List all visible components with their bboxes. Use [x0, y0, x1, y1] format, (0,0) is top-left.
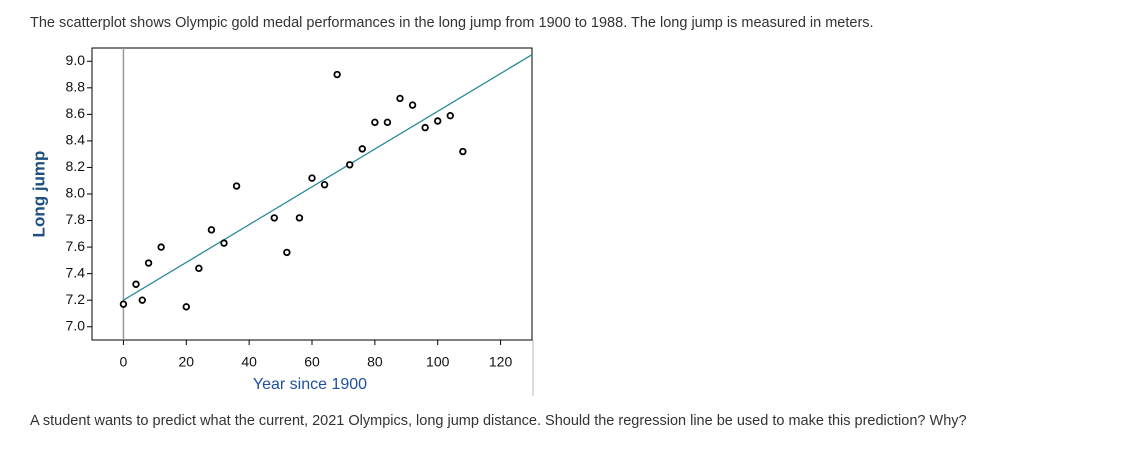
x-axis-label: Year since 1900	[253, 376, 367, 393]
x-tick-label: 120	[489, 354, 513, 370]
data-point	[157, 243, 165, 251]
y-tick-label: 9.0	[66, 52, 86, 68]
data-point	[320, 181, 329, 189]
y-tick-label: 8.2	[66, 158, 86, 174]
y-tick-label: 7.8	[66, 211, 86, 227]
data-point	[371, 118, 379, 127]
y-tick-label: 7.6	[66, 238, 86, 254]
data-point	[144, 259, 153, 267]
y-tick-label: 7.4	[66, 264, 86, 280]
y-tick-label: 8.6	[66, 105, 86, 121]
data-point	[232, 182, 241, 190]
data-point	[283, 248, 291, 257]
data-point	[308, 174, 316, 182]
data-point	[459, 147, 467, 156]
data-point	[396, 94, 404, 103]
data-point	[295, 214, 304, 222]
x-tick-label: 100	[426, 354, 450, 370]
data-point	[408, 101, 417, 109]
data-point	[421, 123, 429, 132]
y-tick-label: 8.4	[66, 132, 86, 148]
data-point	[220, 239, 228, 247]
y-tick-label: 8.8	[66, 79, 86, 95]
plot-frame	[91, 47, 533, 341]
data-point	[446, 111, 454, 120]
data-point	[270, 214, 278, 222]
data-point	[119, 300, 128, 308]
y-axis-label: Long jump	[29, 151, 48, 238]
x-tick-label: 40	[241, 354, 257, 370]
question-text: A student wants to predict what the curr…	[30, 413, 967, 429]
x-tick-label: 80	[367, 354, 383, 370]
data-point	[132, 280, 140, 288]
data-point	[195, 264, 203, 273]
data-point	[346, 161, 354, 169]
x-tick-label: 60	[304, 354, 320, 370]
data-point	[434, 117, 442, 125]
data-point	[207, 226, 216, 234]
regression-line	[123, 54, 533, 301]
data-point	[333, 70, 341, 79]
data-point	[383, 118, 392, 127]
y-tick-label: 8.0	[66, 185, 86, 201]
x-tick-label: 0	[120, 354, 128, 370]
y-tick-label: 7.2	[66, 291, 86, 307]
data-point	[358, 145, 366, 153]
data-point	[182, 303, 190, 311]
data-point	[138, 296, 146, 304]
x-tick-label: 20	[178, 354, 194, 370]
y-tick-label: 7.0	[66, 317, 86, 333]
intro-text: The scatterplot shows Olympic gold medal…	[30, 15, 874, 31]
